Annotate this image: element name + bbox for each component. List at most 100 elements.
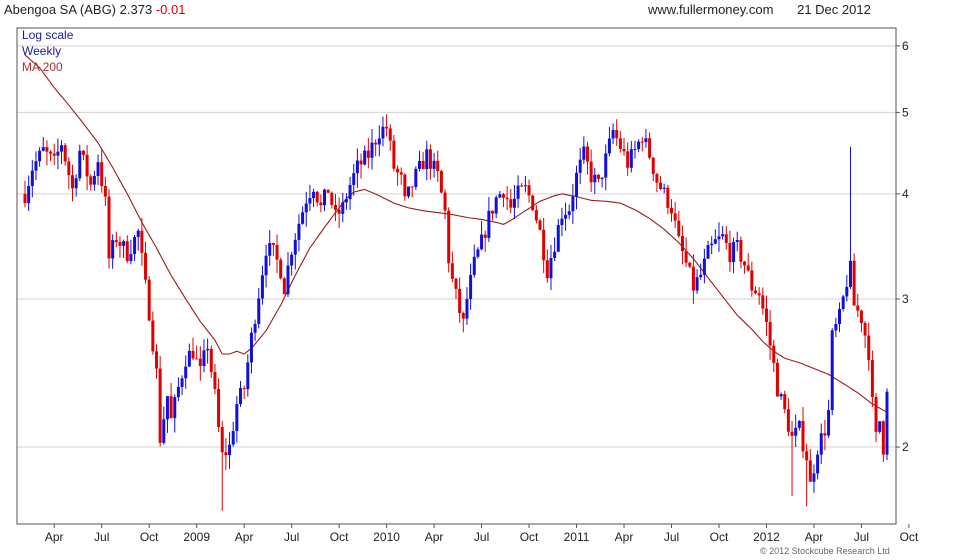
x-tick-label: Oct <box>140 530 159 544</box>
candle-body <box>823 433 827 436</box>
y-tick-label: 6 <box>902 39 909 53</box>
candles-layer <box>23 114 889 511</box>
x-axis: Apr Jul Oct 2009 Apr Jul Oct 2010 Apr Jul Oct 2011 A… <box>45 524 919 544</box>
candle-body <box>764 308 768 322</box>
candle-body <box>644 138 648 143</box>
candle-body <box>564 214 568 219</box>
candle-body <box>604 153 608 178</box>
candle-body <box>534 210 538 221</box>
candle-body <box>637 141 641 150</box>
candle-body <box>337 209 341 214</box>
candle-body <box>509 199 513 208</box>
candle-body <box>38 150 42 162</box>
y-tick-label: 5 <box>902 105 909 119</box>
x-tick-label: 2010 <box>373 530 400 544</box>
candle-body <box>454 278 458 289</box>
candle-body <box>465 298 469 319</box>
candle-body <box>209 348 213 372</box>
candle-body <box>63 145 67 162</box>
candle-body <box>684 251 688 263</box>
candle-body <box>107 196 111 259</box>
candle-body <box>691 266 695 291</box>
y-tick-label: 4 <box>902 187 909 201</box>
candle-body <box>344 199 348 203</box>
x-tick-label: Apr <box>615 530 634 544</box>
candle-body <box>56 151 60 156</box>
candle-body <box>677 220 681 237</box>
candle-body <box>874 396 878 432</box>
x-tick-label: 2011 <box>564 530 590 544</box>
candle-body <box>476 249 480 257</box>
candle-body <box>688 262 692 267</box>
legend: Log scale Weekly MA 200 <box>22 28 74 74</box>
candle-body <box>816 454 820 474</box>
candle-body <box>279 259 283 279</box>
candle-body <box>845 286 849 297</box>
candle-body <box>739 240 743 262</box>
candle-body <box>735 240 739 242</box>
candle-body <box>655 174 659 183</box>
candle-body <box>154 351 158 369</box>
candle-body <box>512 198 516 208</box>
candle-body <box>680 236 684 252</box>
candle-body <box>772 345 776 363</box>
candle-body <box>571 196 575 212</box>
candle-body <box>301 212 305 224</box>
x-tick-label: Oct <box>520 530 539 544</box>
candle-body <box>366 150 370 158</box>
candle-body <box>231 431 235 445</box>
candle-body <box>220 427 224 453</box>
candle-body <box>89 176 93 185</box>
candle-body <box>202 350 206 366</box>
candle-body <box>575 172 579 197</box>
candle-body <box>165 396 169 420</box>
candle-body <box>428 149 432 169</box>
candle-body <box>651 157 655 175</box>
candle-body <box>491 210 495 214</box>
candle-body <box>125 241 129 262</box>
legend-entry: MA 200 <box>22 60 63 74</box>
candle-body <box>67 161 71 176</box>
candle-body <box>388 128 392 141</box>
candle-body <box>618 138 622 149</box>
candle-body <box>469 274 473 299</box>
candle-body <box>589 161 593 183</box>
candle-body <box>878 421 882 432</box>
candle-body <box>341 202 345 214</box>
candle-body <box>410 186 414 188</box>
candle-body <box>699 274 703 278</box>
candle-body <box>235 404 239 432</box>
candle-body <box>859 310 863 324</box>
candle-body <box>768 321 772 346</box>
candle-body <box>596 174 600 179</box>
candle-body <box>805 451 809 461</box>
candle-body <box>746 265 750 271</box>
candle-body <box>483 234 487 238</box>
candle-body <box>812 473 816 482</box>
candle-body <box>286 265 290 295</box>
candle-body <box>622 148 626 152</box>
candle-body <box>213 371 217 390</box>
candle-body <box>78 150 82 179</box>
x-tick-label: Apr <box>235 530 254 544</box>
candle-body <box>246 362 250 390</box>
candle-body <box>239 388 242 405</box>
chart-header-right: www.fullermoney.com 21 Dec 2012 <box>648 2 871 17</box>
candle-body <box>593 174 597 183</box>
candle-body <box>377 138 381 145</box>
candle-body <box>323 189 327 206</box>
candle-body <box>30 170 34 187</box>
candle-body <box>45 147 49 152</box>
candle-body <box>304 203 308 213</box>
site-link[interactable]: www.fullermoney.com <box>648 2 774 17</box>
candle-body <box>881 421 885 455</box>
grid <box>17 45 896 448</box>
candle-body <box>217 389 221 428</box>
candle-body <box>531 195 535 211</box>
candle-body <box>326 189 330 193</box>
candle-body <box>399 172 403 175</box>
candle-body <box>545 260 549 279</box>
candle-body <box>629 149 633 168</box>
candle-body <box>392 140 396 169</box>
candle-body <box>808 460 812 482</box>
